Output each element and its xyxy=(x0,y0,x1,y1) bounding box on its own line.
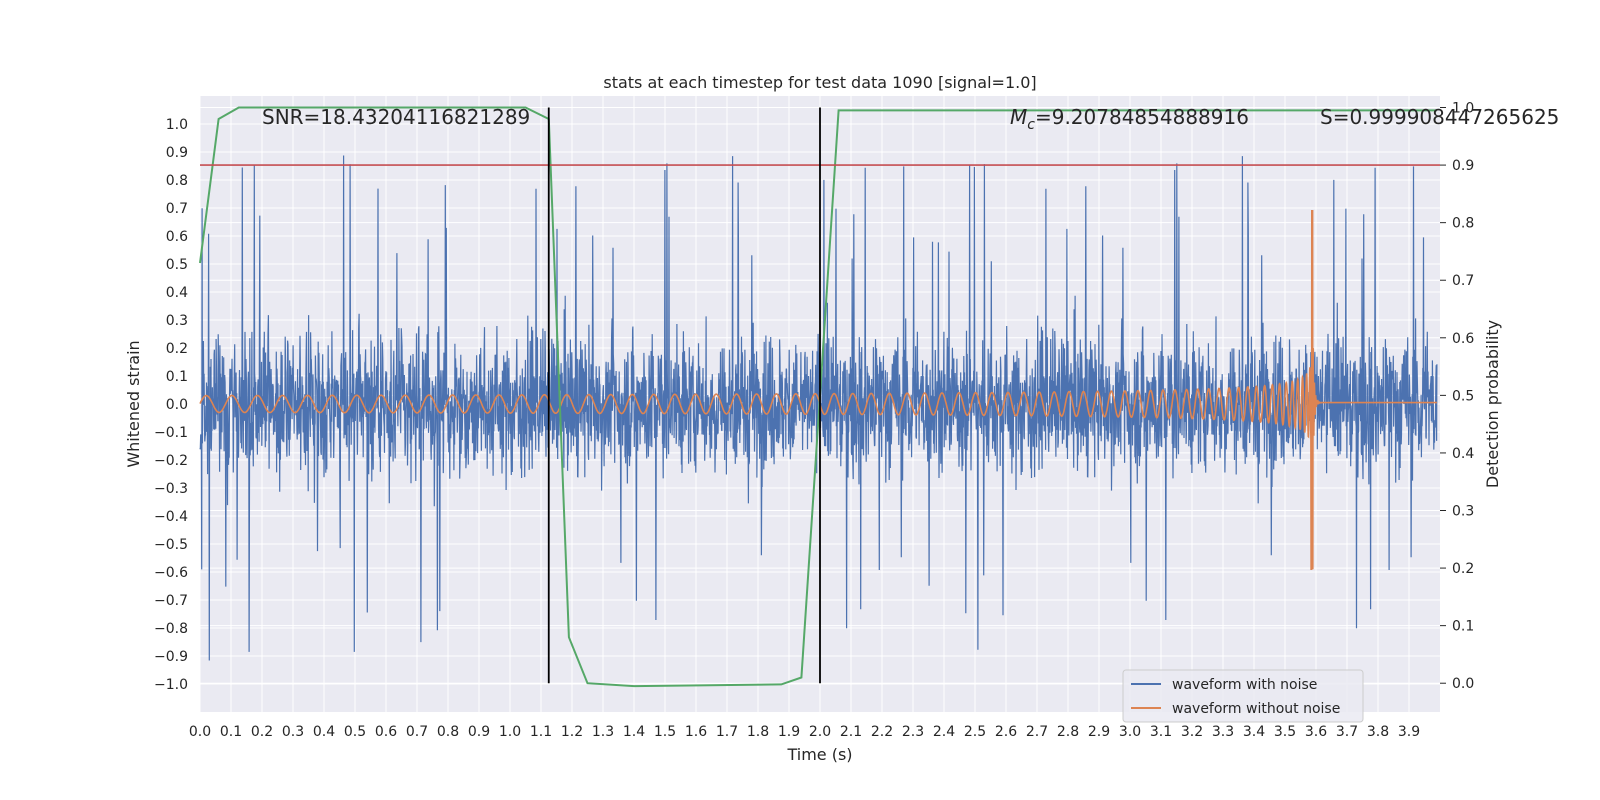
y2-tick-label: 0.3 xyxy=(1452,504,1474,520)
x-tick-label: 3.9 xyxy=(1398,724,1420,740)
y-tick-label: 0.9 xyxy=(166,145,188,161)
x-tick-label: 3.7 xyxy=(1336,724,1358,740)
y-tick-label: −0.2 xyxy=(154,453,188,469)
x-tick-label: 2.3 xyxy=(902,724,924,740)
x-axis-label: Time (s) xyxy=(786,745,852,764)
x-tick-label: 1.5 xyxy=(654,724,676,740)
x-tick-label: 0.9 xyxy=(468,724,490,740)
mc-annotation: Mc=9.20784854888916 xyxy=(1010,105,1249,133)
y-tick-label: −0.7 xyxy=(154,593,188,609)
y2-tick-label: 0.4 xyxy=(1452,446,1474,462)
x-tick-label: 2.5 xyxy=(964,724,986,740)
x-tick-label: 1.4 xyxy=(623,724,645,740)
mc-subscript: c xyxy=(1027,117,1035,133)
x-tick-label: 3.2 xyxy=(1181,724,1203,740)
x-tick-label: 0.1 xyxy=(220,724,242,740)
x-tick-label: 3.0 xyxy=(1119,724,1141,740)
snr-annotation: SNR=18.43204116821289 xyxy=(262,105,530,129)
y2-tick-label: 0.8 xyxy=(1452,216,1474,232)
y-tick-label: −0.4 xyxy=(154,509,188,525)
y2-tick-label: 0.9 xyxy=(1452,158,1474,174)
y2-tick-label: 0.6 xyxy=(1452,331,1474,347)
mc-symbol: M xyxy=(1010,105,1027,129)
x-tick-label: 2.9 xyxy=(1088,724,1110,740)
x-tick-label: 2.4 xyxy=(933,724,955,740)
x-tick-label: 0.5 xyxy=(344,724,366,740)
y2-tick-label: 1.0 xyxy=(1452,101,1474,117)
mc-value: =9.20784854888916 xyxy=(1035,105,1249,129)
series-waveform-with-noise xyxy=(199,155,1438,661)
x-tick-label: 2.6 xyxy=(995,724,1017,740)
y-tick-label: 0.5 xyxy=(166,257,188,273)
y2-ticks: 1.0 0.9 0.8 0.7 0.6 0.5 0.4 0.3 0.2 0.1 0.0 xyxy=(1440,101,1474,692)
x-tick-label: 0.3 xyxy=(282,724,304,740)
y-tick-label: −0.6 xyxy=(154,565,188,581)
y-tick-label: 0.4 xyxy=(166,285,188,301)
y-tick-label: −0.3 xyxy=(154,481,188,497)
x-tick-label: 3.1 xyxy=(1150,724,1172,740)
x-tick-label: 3.4 xyxy=(1243,724,1265,740)
x-tick-label: 1.3 xyxy=(592,724,614,740)
x-tick-label: 0.0 xyxy=(189,724,211,740)
y-tick-label: 0.7 xyxy=(166,201,188,217)
y-tick-label: 0.0 xyxy=(166,397,188,413)
x-tick-label: 3.8 xyxy=(1367,724,1389,740)
y2-tick-label: 0.5 xyxy=(1452,388,1474,404)
x-tick-label: 0.8 xyxy=(437,724,459,740)
legend-label-clean: waveform without noise xyxy=(1172,701,1340,717)
legend: waveform with noise waveform without noi… xyxy=(1122,669,1364,723)
y-tick-label: 0.1 xyxy=(166,369,188,385)
s-annotation: S=0.999908447265625 xyxy=(1320,105,1559,129)
y2-tick-label: 0.7 xyxy=(1452,273,1474,289)
y-tick-label: 0.8 xyxy=(166,173,188,189)
legend-label-noise: waveform with noise xyxy=(1172,677,1317,693)
x-ticks: 0.0 0.1 0.2 0.3 0.4 0.5 0.6 0.7 0.8 0.9 1.0 1.1 1.2 1… xyxy=(189,724,1420,740)
x-tick-label: 1.6 xyxy=(685,724,707,740)
y2-tick-label: 0.0 xyxy=(1452,676,1474,692)
x-tick-label: 1.0 xyxy=(499,724,521,740)
y-tick-label: 0.3 xyxy=(166,313,188,329)
y2-tick-label: 0.1 xyxy=(1452,619,1474,635)
x-tick-label: 3.3 xyxy=(1212,724,1234,740)
overlay-lines xyxy=(200,107,1440,684)
y-ticks: 1.0 0.9 0.8 0.7 0.6 0.5 0.4 0.3 0.2 0.1 0.0 −0.1 −0.… xyxy=(154,117,188,693)
x-tick-label: 0.6 xyxy=(375,724,397,740)
y-tick-label: −1.0 xyxy=(154,677,188,693)
y-axis-label: Whitened strain xyxy=(124,340,143,467)
y2-tick-label: 0.2 xyxy=(1452,561,1474,577)
x-tick-label: 1.1 xyxy=(530,724,552,740)
x-tick-label: 0.7 xyxy=(406,724,428,740)
chart-title: stats at each timestep for test data 109… xyxy=(603,73,1036,92)
x-tick-label: 3.6 xyxy=(1305,724,1327,740)
y-tick-label: −0.9 xyxy=(154,649,188,665)
x-tick-label: 3.5 xyxy=(1274,724,1296,740)
y-tick-label: 0.2 xyxy=(166,341,188,357)
x-tick-label: 1.7 xyxy=(716,724,738,740)
y-tick-label: 0.6 xyxy=(166,229,188,245)
x-tick-label: 1.2 xyxy=(561,724,583,740)
y-tick-label: −0.1 xyxy=(154,425,188,441)
legend-box xyxy=(1122,669,1364,723)
x-tick-label: 2.0 xyxy=(809,724,831,740)
x-tick-label: 2.7 xyxy=(1026,724,1048,740)
series-waveform-without-noise xyxy=(199,210,1437,570)
y2-axis-label: Detection probability xyxy=(1483,320,1502,488)
y-tick-label: 1.0 xyxy=(166,117,188,133)
x-tick-label: 0.4 xyxy=(313,724,335,740)
y-tick-label: −0.5 xyxy=(154,537,188,553)
x-tick-label: 2.8 xyxy=(1057,724,1079,740)
x-tick-label: 2.2 xyxy=(871,724,893,740)
x-tick-label: 1.8 xyxy=(747,724,769,740)
x-tick-label: 0.2 xyxy=(251,724,273,740)
x-tick-label: 1.9 xyxy=(778,724,800,740)
y-tick-label: −0.8 xyxy=(154,621,188,637)
x-tick-label: 2.1 xyxy=(840,724,862,740)
